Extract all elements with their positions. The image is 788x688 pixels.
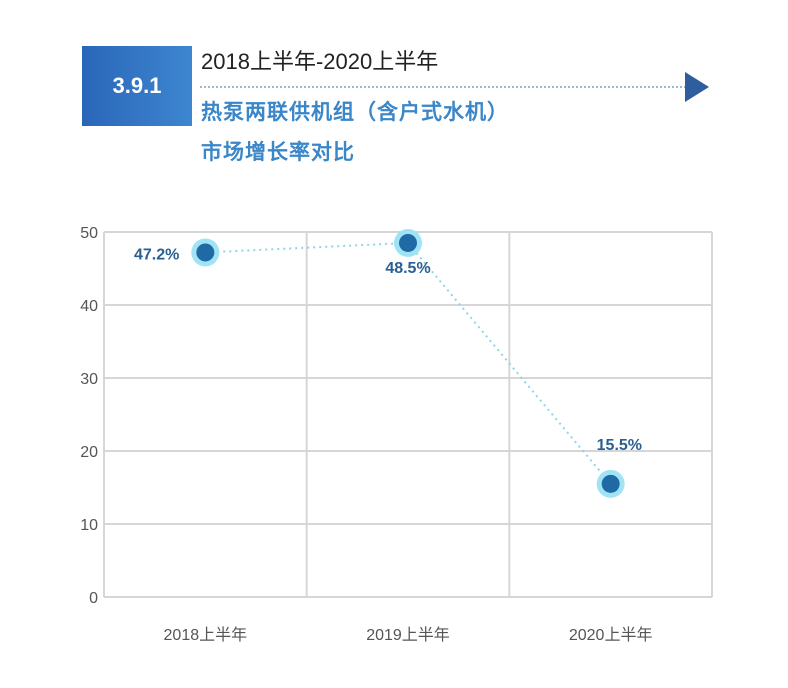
arrow-right-icon <box>685 72 709 102</box>
x-tick-label: 2018上半年 <box>164 626 248 644</box>
y-tick-label: 50 <box>80 225 98 242</box>
data-point <box>399 233 417 252</box>
x-tick-label: 2019上半年 <box>366 626 450 644</box>
y-tick-label: 0 <box>89 590 98 607</box>
chart-title-line2: 市场增长率对比 <box>201 140 355 164</box>
data-point <box>601 474 620 493</box>
series-line <box>205 241 612 485</box>
data-label: 15.5% <box>597 437 642 454</box>
data-point <box>196 243 215 262</box>
y-tick-label: 20 <box>80 444 98 461</box>
y-tick-label: 10 <box>80 517 98 534</box>
y-tick-label: 30 <box>80 371 98 388</box>
period-title: 2018上半年-2020上半年 <box>201 49 439 74</box>
x-tick-label: 2020上半年 <box>569 626 653 644</box>
chart-title-line1: 热泵两联供机组（含户式水机） <box>201 100 509 124</box>
y-tick-label: 40 <box>80 298 98 315</box>
data-label: 47.2% <box>134 246 179 263</box>
data-label: 48.5% <box>385 260 430 277</box>
dotted-divider <box>200 86 686 88</box>
section-number-badge: 3.9.1 <box>82 46 192 126</box>
